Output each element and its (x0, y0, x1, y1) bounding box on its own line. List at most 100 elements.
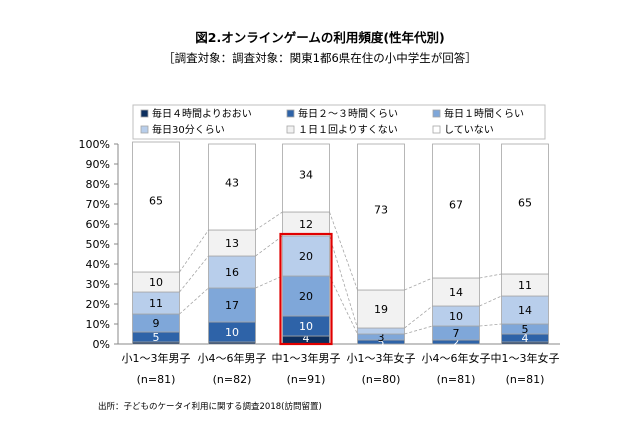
bar-segment (501, 295, 549, 325)
y-tick-label: 90% (86, 158, 110, 171)
bar-segment (432, 143, 480, 279)
legend-swatch (286, 109, 295, 118)
bar-segment (208, 229, 256, 257)
legend-swatch (140, 125, 149, 134)
y-tick-label: 80% (86, 178, 110, 191)
data-label: 11 (149, 297, 163, 310)
y-tick-label: 20% (86, 298, 110, 311)
legend-box (132, 104, 546, 140)
x-category-label: 小1～3年女子 (347, 351, 416, 365)
bars: 5911106511017161343410202012345319732710… (132, 141, 549, 349)
connector-line (329, 211, 358, 291)
y-tick-label: 100% (79, 138, 110, 151)
bar-segment (282, 211, 330, 237)
legend-label: 毎日１時間くらい (444, 107, 524, 120)
data-label: 12 (299, 218, 313, 231)
x-category-n: (n=81) (137, 373, 176, 386)
data-label: 4 (522, 332, 529, 345)
legend-label: していない (444, 124, 494, 136)
y-tick-label: 30% (86, 278, 110, 291)
x-category-n: (n=81) (506, 373, 545, 386)
connector-line (179, 287, 209, 315)
legend-label: 毎日２～３時間くらい (298, 107, 398, 120)
bar-segment (282, 235, 330, 277)
bar-segment (357, 143, 405, 291)
y-axis: 0% 10% 20% 30% 40% 50% 60% 70% 80% 90% 100% (79, 138, 560, 351)
bar-segment (282, 275, 330, 317)
source-note: 出所：子どものケータイ利用に関する調査2018(訪問留置) (98, 401, 322, 412)
connector-line (255, 235, 283, 257)
legend-label: 毎日30分くらい (152, 123, 225, 136)
y-tick-label: 40% (86, 258, 110, 271)
data-label: 10 (449, 310, 463, 323)
y-tick-label: 60% (86, 218, 110, 231)
x-category-label: 小4～6年女子 (422, 351, 491, 365)
legend-label: 毎日４時間よりおおい (152, 107, 252, 120)
connector-line (404, 325, 433, 335)
data-label: 34 (299, 169, 313, 182)
x-category-n: (n=81) (437, 373, 476, 386)
data-label: 67 (449, 198, 463, 211)
data-label: 14 (518, 304, 532, 317)
legend-swatch (432, 109, 441, 118)
y-tick-label: 0% (93, 338, 110, 351)
connector-line (179, 255, 209, 293)
bar-segment (357, 327, 405, 335)
x-category-label: 中1～3年女子 (491, 351, 560, 365)
data-label: 65 (149, 195, 163, 208)
bar-segment (432, 277, 480, 307)
connector-line (329, 275, 358, 335)
data-label: 9 (153, 317, 160, 330)
connector-line (255, 211, 283, 231)
bar-segment (501, 143, 549, 275)
connector-line (404, 305, 433, 329)
x-category-label: 小4～6年男子 (198, 351, 267, 365)
highlight-box (279, 232, 333, 346)
legend-swatch (286, 125, 295, 134)
data-label: 14 (449, 286, 463, 299)
data-label: 19 (374, 303, 388, 316)
data-label: 10 (299, 320, 313, 333)
data-label: 43 (225, 177, 239, 190)
bar-segment (357, 289, 405, 329)
connector-line (479, 323, 502, 327)
x-axis-labels: 小1～3年男子 (n=81) 小4～6年男子 (n=82) 中1～3年男子 (n=91) 小… (122, 351, 560, 386)
bar-segment (282, 143, 330, 213)
data-label: 65 (518, 197, 532, 210)
data-label: 73 (374, 204, 388, 217)
connector-line (255, 275, 283, 289)
data-label: 20 (299, 250, 313, 263)
x-category-n: (n=82) (213, 373, 252, 386)
data-label: 5 (522, 323, 529, 336)
data-label: 20 (299, 290, 313, 303)
data-label: 16 (225, 266, 239, 279)
data-label: 13 (225, 237, 239, 250)
x-category-label: 小1～3年男子 (122, 351, 191, 365)
data-label: 17 (225, 299, 239, 312)
chart-title: 図2.オンラインゲームの利用頻度(性年代別) (195, 30, 445, 45)
connector-line (479, 295, 502, 307)
data-label: 11 (518, 279, 532, 292)
data-label: 7 (453, 327, 460, 340)
bar-segment (132, 141, 180, 273)
legend-swatch (432, 125, 441, 134)
data-label: 4 (303, 332, 310, 345)
chart-subtitle: ［調査対象：調査対象：関東1都6県在住の小中学生が回答］ (163, 51, 477, 65)
data-label: 2 (453, 336, 460, 349)
data-label: 5 (153, 331, 160, 344)
data-label: 10 (225, 326, 239, 339)
y-tick-label: 50% (86, 238, 110, 251)
bar-segment (208, 255, 256, 289)
connector-line (404, 277, 433, 291)
x-category-n: (n=91) (287, 373, 326, 386)
legend-swatch (140, 109, 149, 118)
x-category-n: (n=80) (362, 373, 401, 386)
x-category-label: 中1～3年男子 (272, 351, 341, 365)
y-tick-label: 70% (86, 198, 110, 211)
connector-line (479, 273, 502, 279)
bar-segment (208, 287, 256, 323)
bar-segment (208, 143, 256, 231)
data-label: 3 (378, 331, 385, 344)
